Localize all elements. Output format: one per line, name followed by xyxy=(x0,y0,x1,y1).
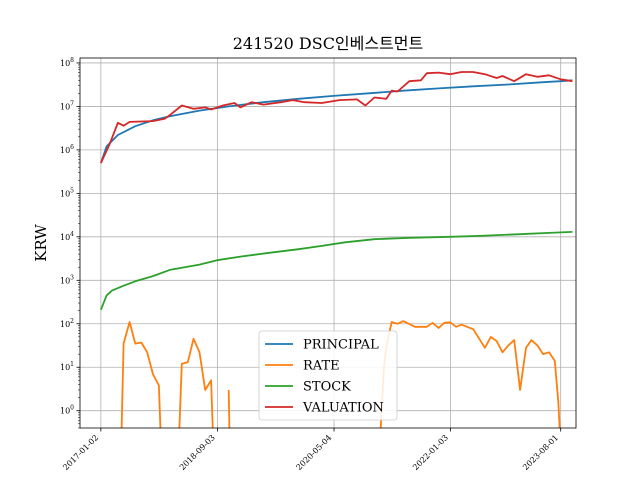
legend-label-valuation: VALUATION xyxy=(302,401,384,416)
series-line-valuation xyxy=(100,71,573,164)
legend-frame xyxy=(258,330,398,421)
series-line-rate xyxy=(379,320,561,428)
series-line-rate xyxy=(227,389,231,428)
y-tick-label: 101 xyxy=(60,361,74,372)
series-line-rate xyxy=(178,337,214,428)
y-tick-label: 104 xyxy=(60,231,74,242)
y-tick-label: 108 xyxy=(60,57,74,68)
series-line-rate xyxy=(120,321,162,428)
grid xyxy=(80,58,576,428)
y-tick-label: 105 xyxy=(60,187,74,198)
plot-area xyxy=(100,71,573,428)
y-tick-label: 103 xyxy=(60,274,74,285)
series-line-stock xyxy=(100,231,573,311)
series-group xyxy=(100,71,573,428)
y-tick-label: 100 xyxy=(60,405,74,416)
legend-label-principal: PRINCIPAL xyxy=(303,338,379,353)
legend-label-stock: STOCK xyxy=(303,380,351,395)
y-axis: 100 101 102 103 104 105 106 107 108 xyxy=(60,57,80,429)
legend-label-rate: RATE xyxy=(303,359,340,374)
axes-frame xyxy=(79,57,577,429)
y-tick-label: 106 xyxy=(60,144,74,155)
y-tick-label: 102 xyxy=(60,318,74,329)
y-tick-label: 107 xyxy=(60,100,74,111)
series-line-principal xyxy=(100,79,573,164)
chart-title: 241520 DSC인베스트먼트 xyxy=(233,34,424,53)
y-axis-title: KRW xyxy=(32,224,50,262)
legend: PRINCIPAL RATE STOCK VALUATION xyxy=(258,330,398,421)
